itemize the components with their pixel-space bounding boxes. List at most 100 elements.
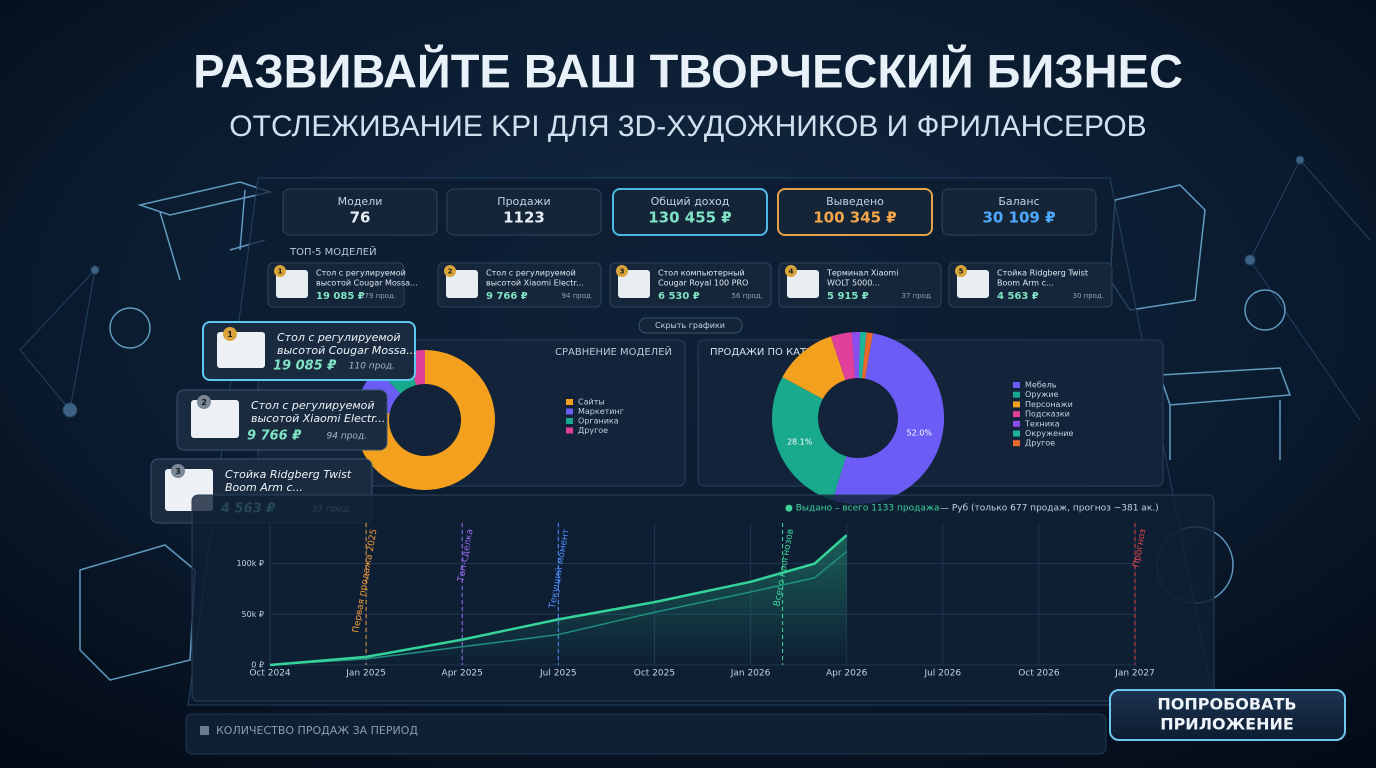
cta-label: ПОПРОБОВАТЬ xyxy=(1157,695,1296,714)
pie-slice xyxy=(354,350,495,490)
title: РАЗВИВАЙТЕ ВАШ ТВОРЧЕСКИЙ БИЗНЕС xyxy=(193,44,1183,97)
legend-swatch xyxy=(1013,440,1020,447)
pie-slice xyxy=(858,332,867,379)
x-tick-label: Jan 2025 xyxy=(345,669,386,679)
card-name: Стол с регулируемой xyxy=(277,331,401,344)
legend-swatch xyxy=(1013,382,1020,388)
model-name: Терминал Xiaomi xyxy=(826,269,898,278)
kpi-label: Выведено xyxy=(826,195,884,208)
legend-swatch xyxy=(1013,391,1020,398)
model-price: 9 766 ₽ xyxy=(486,291,528,302)
rank-badge xyxy=(223,327,237,341)
kpi-value: 1123 xyxy=(503,209,545,227)
rank-badge xyxy=(616,265,628,277)
model-price: 6 530 ₽ xyxy=(658,291,700,302)
kpi-card xyxy=(282,188,438,236)
legend-swatch xyxy=(1013,401,1020,408)
x-tick-label: Apr 2025 xyxy=(442,669,483,679)
kpi-card xyxy=(941,188,1097,236)
rank-badge xyxy=(785,265,797,277)
model-price: 19 085 ₽ xyxy=(316,291,365,302)
model-sales: 56 прод. xyxy=(732,292,764,300)
model-sales: 37 прод. xyxy=(902,292,934,300)
kpi-value: 130 455 ₽ xyxy=(648,209,732,227)
legend-label: Персонажи xyxy=(1025,400,1073,409)
legend-swatch xyxy=(566,427,573,434)
card-sales: 94 прод. xyxy=(327,432,368,442)
model-item xyxy=(609,262,772,308)
model-sales: 179 прод. xyxy=(360,292,396,300)
kpi-card xyxy=(777,188,933,236)
y-tick-label: 100k ₽ xyxy=(236,559,264,568)
model-thumb xyxy=(787,270,819,298)
rank-badge xyxy=(444,265,456,277)
y-tick-label: 50k ₽ xyxy=(242,610,264,619)
kpi-label: Продажи xyxy=(497,195,550,208)
pie-slice xyxy=(782,336,846,399)
area xyxy=(270,535,847,665)
kpi-value: 100 345 ₽ xyxy=(813,209,897,227)
x-tick-label: Oct 2025 xyxy=(634,669,675,679)
legend-label: Органика xyxy=(578,417,619,426)
toggle-button[interactable] xyxy=(638,317,743,334)
slice-label: 52.0% xyxy=(907,428,933,437)
card-thumb xyxy=(191,400,239,438)
model-name: Стол компьютерный xyxy=(658,269,745,278)
chart-title: ПРОДАЖИ ПО КАТЕГОРИЯМ xyxy=(710,347,856,358)
card-name: высотой Cougar Mossa... xyxy=(277,344,417,357)
subtitle: ОТСЛЕЖИВАНИЕ KPI ДЛЯ 3D-ХУДОЖНИКОВ И ФРИ… xyxy=(229,110,1146,143)
rank: 5 xyxy=(959,268,964,276)
model-thumb xyxy=(276,270,308,298)
rank-badge xyxy=(955,265,967,277)
kpi-card xyxy=(612,188,768,236)
rank: 4 xyxy=(789,268,794,276)
model-name: Boom Arm c... xyxy=(997,279,1054,288)
model-item xyxy=(437,262,602,308)
model-name: Стол с регулируемой xyxy=(486,269,576,278)
kpi-label: Баланс xyxy=(998,195,1039,208)
model-name: Стойка Ridgberg Twist xyxy=(997,269,1088,278)
cta-label: ПРИЛОЖЕНИЕ xyxy=(1160,715,1294,734)
model-name: WOLT 5000... xyxy=(827,279,880,288)
model-thumb xyxy=(618,270,650,298)
card-price: 19 085 ₽ xyxy=(273,359,337,374)
rank: 2 xyxy=(448,268,453,276)
panel-icon xyxy=(200,726,209,735)
y-tick-label: 0 ₽ xyxy=(251,661,264,670)
panel-title: КОЛИЧЕСТВО ПРОДАЖ ЗА ПЕРИОД xyxy=(216,724,418,737)
network-decoration xyxy=(19,155,1371,421)
card-name: Стол с регулируемой xyxy=(251,399,375,412)
pie-slice xyxy=(830,332,856,381)
top-models-title: ТОП-5 МОДЕЛЕЙ xyxy=(289,245,377,258)
legend-label: — Руб (только 677 продаж, прогноз ~381 а… xyxy=(940,504,1159,514)
cta-button[interactable] xyxy=(1109,689,1346,741)
model-item xyxy=(778,262,942,308)
kpi-label: Модели xyxy=(338,195,383,208)
legend-label: Мебель xyxy=(1025,381,1057,390)
rank: 2 xyxy=(201,398,207,407)
legend-swatch xyxy=(566,408,573,415)
legend-swatch xyxy=(566,418,573,424)
model-thumb xyxy=(957,270,989,298)
line xyxy=(269,534,848,667)
legend-label: Оружие xyxy=(1025,390,1059,399)
legend-swatch xyxy=(566,399,573,405)
chart-title: СРАВНЕНИЕ МОДЕЛЕЙ xyxy=(555,345,672,358)
card-name: Стойка Ridgberg Twist xyxy=(225,468,352,481)
rank-badge xyxy=(274,265,286,277)
x-tick-label: Jul 2026 xyxy=(923,669,961,679)
legend-label: Другое xyxy=(1025,439,1055,448)
model-price: 5 915 ₽ xyxy=(827,291,869,302)
model-name: высотой Xiaomi Electr... xyxy=(486,279,584,288)
legend-label: Маркетинг xyxy=(578,407,624,416)
rank: 3 xyxy=(620,268,625,276)
x-tick-label: Apr 2026 xyxy=(826,669,868,679)
pie-slice xyxy=(861,332,873,379)
card-thumb xyxy=(217,332,265,368)
legend-label: ● Выдано – всего 1133 продажа xyxy=(785,504,939,514)
kpi-card xyxy=(446,188,602,236)
pie-slice xyxy=(851,331,861,379)
x-tick-label: Jul 2025 xyxy=(539,669,577,679)
kpi-label: Общий доход xyxy=(651,195,730,208)
